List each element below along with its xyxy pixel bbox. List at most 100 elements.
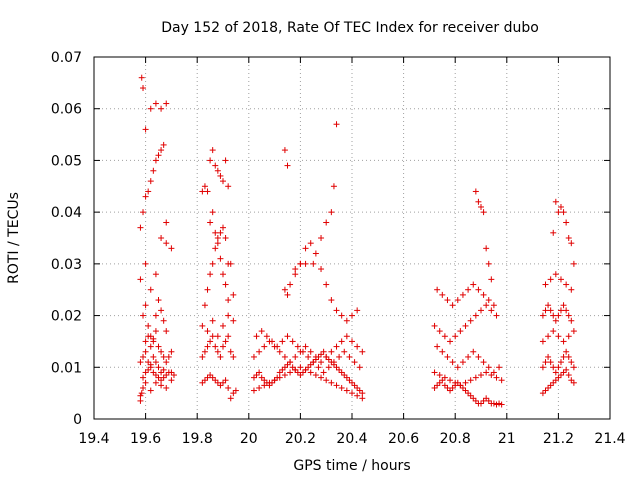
data-point	[328, 297, 335, 304]
data-point	[152, 100, 159, 107]
data-point	[465, 390, 472, 397]
data-point	[256, 369, 263, 376]
data-point	[227, 260, 234, 267]
x-tick-label: 20	[240, 431, 258, 447]
data-point	[480, 397, 487, 404]
data-point	[454, 364, 461, 371]
data-point	[547, 359, 554, 366]
data-point	[299, 369, 306, 376]
data-point	[539, 364, 546, 371]
data-point	[222, 281, 229, 288]
data-point	[250, 374, 257, 381]
data-point	[478, 400, 484, 407]
data-point	[454, 297, 461, 304]
data-point	[359, 348, 366, 355]
data-point	[297, 364, 304, 371]
data-point	[261, 377, 268, 384]
data-point	[302, 343, 309, 350]
data-point	[349, 338, 355, 345]
data-point	[230, 291, 237, 298]
data-point	[359, 395, 366, 402]
data-point	[214, 235, 221, 241]
data-point	[140, 353, 147, 360]
data-point	[550, 312, 557, 319]
x-tick-label: 19.4	[78, 431, 109, 447]
data-point	[560, 353, 567, 360]
data-point	[284, 333, 291, 340]
data-point	[209, 374, 216, 381]
data-point	[485, 364, 492, 371]
data-point	[163, 384, 170, 391]
data-point	[557, 372, 564, 379]
data-point	[488, 307, 495, 314]
data-point	[258, 374, 265, 381]
data-point	[284, 361, 291, 368]
data-point	[292, 266, 299, 273]
data-point	[222, 377, 229, 384]
data-point	[142, 338, 149, 345]
data-point	[343, 374, 350, 381]
data-point	[493, 312, 500, 319]
data-point	[261, 343, 268, 350]
data-point	[276, 374, 283, 381]
data-point	[204, 374, 211, 381]
data-point	[563, 281, 570, 288]
data-point	[207, 372, 214, 379]
data-point	[452, 333, 459, 340]
data-point	[150, 335, 157, 342]
data-point	[263, 333, 270, 340]
data-point	[305, 364, 312, 371]
data-point	[480, 359, 487, 366]
data-point	[294, 369, 301, 376]
data-point	[328, 209, 335, 216]
data-point	[163, 372, 170, 379]
data-point	[155, 364, 162, 371]
data-point	[338, 384, 345, 391]
y-tick-label: 0.07	[51, 50, 82, 66]
data-point	[343, 387, 350, 394]
data-point	[294, 343, 301, 350]
data-point	[163, 359, 170, 366]
data-point	[560, 369, 567, 376]
data-point	[253, 372, 260, 379]
data-point	[214, 348, 221, 355]
data-point	[225, 333, 232, 340]
data-point	[490, 400, 497, 407]
data-point	[201, 183, 208, 190]
data-point	[568, 359, 575, 366]
data-point	[209, 260, 216, 267]
data-point	[483, 369, 490, 376]
data-point	[545, 384, 552, 391]
data-point	[483, 302, 490, 309]
data-point	[568, 377, 575, 384]
data-point	[209, 209, 216, 216]
data-point	[349, 312, 355, 319]
data-point	[343, 333, 350, 340]
data-point	[212, 377, 219, 384]
data-point	[292, 271, 299, 278]
data-point	[217, 172, 224, 179]
data-point	[478, 203, 484, 210]
data-point	[563, 366, 570, 373]
x-tick-label: 19.8	[182, 431, 213, 447]
data-point	[155, 374, 162, 381]
data-point	[557, 276, 564, 283]
data-point	[225, 384, 232, 391]
data-point	[439, 291, 446, 298]
data-point	[204, 188, 211, 195]
data-point	[488, 276, 495, 283]
data-point	[483, 395, 490, 402]
data-point	[431, 384, 438, 391]
data-point	[325, 356, 332, 363]
data-point	[168, 377, 175, 384]
data-point	[145, 333, 152, 340]
data-point	[447, 377, 454, 384]
y-tick-label: 0.04	[51, 205, 82, 221]
data-point	[220, 224, 226, 231]
data-point	[297, 372, 304, 379]
data-point	[351, 382, 358, 389]
x-axis-label: GPS time / hours	[293, 458, 410, 474]
data-point	[152, 157, 159, 164]
data-point	[478, 372, 484, 379]
data-point	[318, 351, 325, 358]
